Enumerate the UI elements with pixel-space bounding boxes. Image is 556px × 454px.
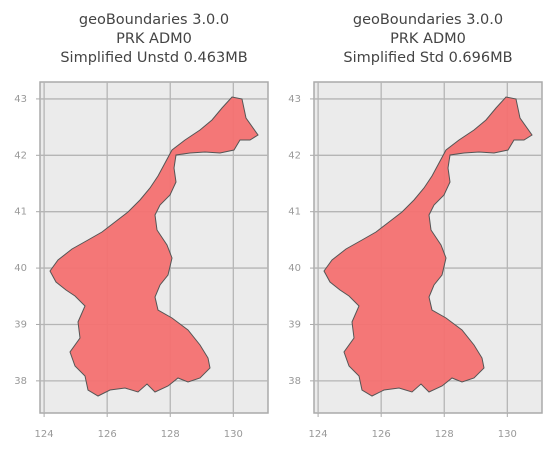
y-tick-label: 42 <box>288 150 301 161</box>
x-tick-label: 128 <box>435 429 454 440</box>
y-tick-label: 38 <box>14 376 27 387</box>
x-tick-label: 126 <box>372 429 391 440</box>
chart-title: PRK ADM0 <box>390 31 466 47</box>
x-tick-label: 124 <box>309 429 328 440</box>
y-tick-label: 39 <box>14 319 27 330</box>
chart-title: Simplified Unstd 0.463MB <box>60 50 247 66</box>
y-tick-label: 42 <box>14 150 27 161</box>
x-tick-label: 130 <box>224 429 243 440</box>
y-tick-label: 39 <box>288 319 301 330</box>
y-tick-label: 41 <box>288 207 301 218</box>
x-tick-label: 128 <box>161 429 180 440</box>
chart-title: geoBoundaries 3.0.0 <box>79 12 229 28</box>
y-tick-label: 43 <box>14 94 27 105</box>
y-tick-label: 40 <box>288 263 301 274</box>
chart-title: Simplified Std 0.696MB <box>343 50 512 66</box>
chart-title: geoBoundaries 3.0.0 <box>353 12 503 28</box>
x-tick-label: 126 <box>98 429 117 440</box>
chart-title: PRK ADM0 <box>116 31 192 47</box>
y-tick-label: 41 <box>14 207 27 218</box>
y-tick-label: 38 <box>288 376 301 387</box>
x-tick-label: 130 <box>498 429 517 440</box>
y-tick-label: 43 <box>288 94 301 105</box>
y-tick-label: 40 <box>14 263 27 274</box>
x-tick-label: 124 <box>35 429 54 440</box>
